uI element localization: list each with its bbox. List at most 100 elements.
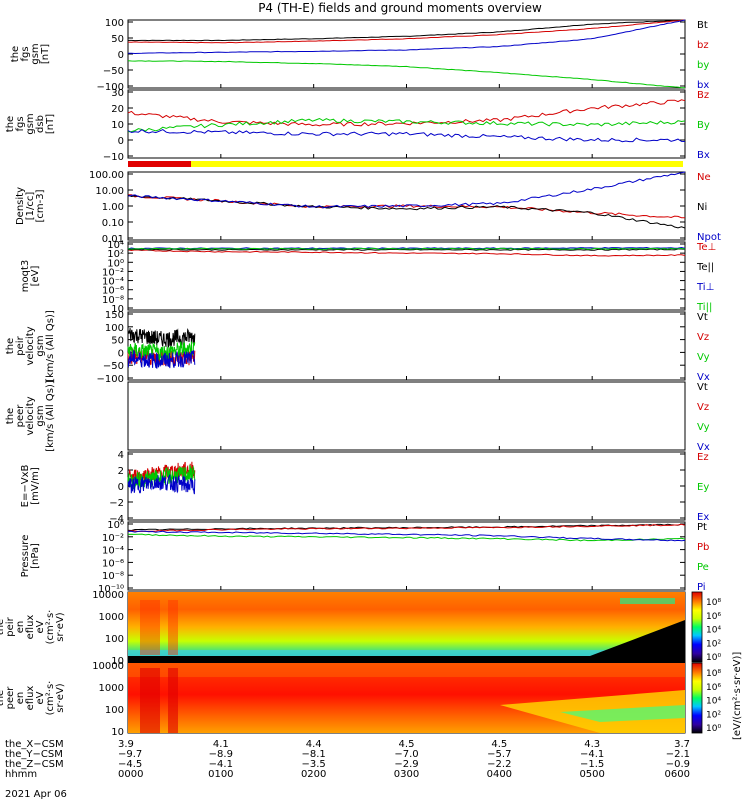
ylabel-line: gsm — [35, 405, 46, 426]
ytick-label: 10 — [111, 727, 124, 738]
ion-spectrogram-stripe-early-2 — [168, 600, 178, 655]
xaxis-value: −4.5 — [118, 759, 142, 770]
panel-frame — [127, 451, 686, 521]
trace-pi — [128, 530, 686, 542]
trace-pb — [127, 523, 686, 533]
legend-entry: Pe — [697, 562, 709, 573]
ytick-label: 1000 — [99, 612, 124, 623]
ytick-label: 10⁻⁶ — [102, 286, 124, 297]
ion-spectrogram-dark-region — [590, 620, 685, 656]
ylabel-line: en — [15, 621, 26, 634]
ylabel-line: peer — [5, 686, 16, 710]
ylabel-line: the — [10, 46, 21, 62]
ylabel-line: [nT] — [40, 44, 51, 64]
electron-spectrogram-green-band — [560, 705, 685, 722]
colorbar-label: [eV/(cm²·s·sr·eV)] — [732, 652, 743, 740]
ylabel-line: (cm²·s· — [45, 681, 56, 716]
panel-ylabel: Density [1/cc] [cm-3] — [15, 187, 46, 225]
colorbar-tick: 10⁴ — [706, 697, 721, 707]
legend-entry: Vx — [697, 442, 710, 453]
xaxis-row-label: the_X−CSM — [5, 739, 64, 750]
legend-entry: bx — [697, 80, 709, 91]
colorbar-tick: 10⁰ — [706, 653, 721, 663]
ytick-label: 10⁻⁸ — [102, 295, 124, 306]
trace-by — [127, 117, 686, 133]
panel-frame — [127, 311, 686, 381]
ylabel-line: peir — [15, 335, 26, 355]
ytick-label: 100.00 — [89, 170, 124, 181]
panel-ylabel: the fgs gsm dsb [nT] — [5, 113, 56, 134]
ytick-label: 10⁰ — [107, 258, 124, 269]
panel-ylabel: E=−VxB [mV/m] — [20, 465, 41, 508]
ytick-label: 10⁻² — [102, 533, 124, 544]
xaxis-value: 0200 — [301, 769, 326, 780]
trace-bz — [127, 99, 686, 127]
ytick-label: 0.10 — [102, 218, 124, 229]
figure-title: P4 (TH-E) fields and ground moments over… — [258, 1, 542, 15]
trace-vx — [127, 349, 196, 369]
xaxis-value: 0100 — [208, 769, 233, 780]
trace-te — [127, 249, 686, 257]
xaxis-value: −1.5 — [580, 759, 604, 770]
ion-spectrogram-floor — [128, 656, 685, 662]
ylabel-line: sr·eV) — [55, 612, 66, 641]
ytick-label: −100 — [97, 82, 124, 93]
data-traces — [127, 19, 686, 542]
trace-ex — [127, 474, 196, 495]
legend-entry: bz — [697, 40, 709, 51]
ion-spectrogram-stripe-late — [620, 598, 675, 604]
ylabel-line: eV — [35, 620, 46, 633]
ytick-label: 30 — [111, 88, 124, 99]
ylabel-line: [1/cc] — [25, 192, 36, 221]
ytick-label: 4 — [118, 450, 124, 461]
ylabel-line: gsm — [30, 43, 41, 64]
ytick-label: 10⁻¹⁰ — [98, 584, 124, 595]
colorbar-tick: 10⁰ — [706, 724, 721, 734]
legend-entry: Vz — [697, 332, 709, 343]
colorbar-tick: 10² — [706, 710, 721, 720]
xaxis-value: −5.7 — [487, 749, 511, 760]
colorbar-ticks: 10⁸ 10⁶ 10⁴ 10² 10⁰ 10⁸ 10⁶ 10⁴ 10² 10⁰ — [706, 598, 721, 734]
legend-entry: Ti|| — [696, 302, 712, 313]
panel-ylabel: Pressure [nPa] — [20, 535, 41, 578]
colorbar-tick: 10⁴ — [706, 626, 721, 636]
panel-ylabel: the fgs gsm [nT] — [10, 43, 51, 64]
quality-bar-yellow — [191, 161, 683, 167]
trace-ti — [127, 247, 686, 250]
ytick-label: 10⁻⁸ — [102, 571, 124, 582]
quality-bar-red — [128, 161, 191, 167]
panel-ylabel: moqt3 [eV] — [20, 260, 41, 293]
ytick-label: −100 — [97, 374, 124, 385]
ion-spectrogram — [128, 592, 685, 662]
ylabel-line: [nPa] — [30, 543, 41, 569]
ytick-label: 10⁻⁶ — [102, 558, 124, 569]
ytick-label: 1.00 — [102, 202, 124, 213]
legend-entry: Vt — [697, 312, 708, 323]
ytick-label: 100 — [105, 323, 124, 334]
xaxis-value: 0000 — [118, 769, 143, 780]
ylabel-line: fgs — [20, 46, 31, 61]
legend-entry: Te⊥ — [696, 242, 716, 253]
ylabel-line: [cm-3] — [35, 189, 46, 222]
xaxis-value: −2.9 — [394, 759, 418, 770]
ylabel-line: fgs — [15, 116, 26, 131]
trace-bz — [127, 19, 686, 44]
panel-ylabel: the peir velocity gsm [km/s (All Qs)] — [5, 310, 56, 382]
ylabel-line: [eV] — [30, 266, 41, 287]
legend-entry: Vy — [697, 352, 710, 363]
legend-entry: Vx — [697, 372, 710, 383]
legend-entry: Vz — [697, 402, 709, 413]
ylabel-line: eV — [35, 691, 46, 704]
xaxis-row-label: hhmm — [5, 769, 37, 780]
ytick-label: 0 — [118, 482, 124, 493]
ytick-label: 0 — [118, 136, 124, 147]
x-axis-annotations: the_X−CSM 3.9 4.1 4.4 4.5 4.5 4.3 3.7 the_Y−CSM −… — [5, 739, 690, 780]
xaxis-value: 4.5 — [491, 739, 507, 750]
xaxis-value: 0300 — [394, 769, 419, 780]
ytick-label: 10 — [111, 120, 124, 131]
xaxis-value: 0400 — [487, 769, 512, 780]
colorbar-tick: 10² — [706, 639, 721, 649]
trace-bx — [127, 129, 686, 143]
